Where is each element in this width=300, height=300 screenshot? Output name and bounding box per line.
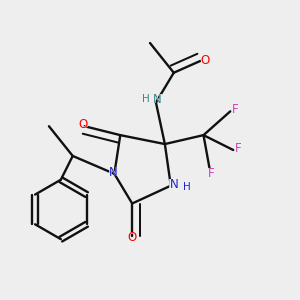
Text: N: N — [109, 166, 117, 179]
Text: F: F — [231, 103, 240, 116]
Text: F: F — [206, 167, 215, 180]
Text: F: F — [208, 167, 214, 180]
Text: O: O — [79, 118, 88, 131]
Text: H: H — [183, 182, 191, 192]
Text: F: F — [234, 142, 243, 155]
Text: F: F — [232, 103, 239, 116]
Text: O: O — [77, 118, 89, 131]
Text: N: N — [168, 178, 179, 191]
Text: N: N — [169, 178, 178, 191]
Text: O: O — [127, 231, 138, 244]
Text: F: F — [235, 142, 242, 155]
Text: N: N — [152, 93, 163, 106]
Text: N: N — [153, 93, 162, 106]
Text: O: O — [128, 231, 137, 244]
Text: O: O — [200, 54, 210, 67]
Text: O: O — [200, 54, 211, 67]
Text: N: N — [107, 166, 118, 179]
Text: H: H — [142, 94, 149, 104]
Text: H: H — [182, 181, 192, 194]
Text: H: H — [141, 93, 151, 106]
